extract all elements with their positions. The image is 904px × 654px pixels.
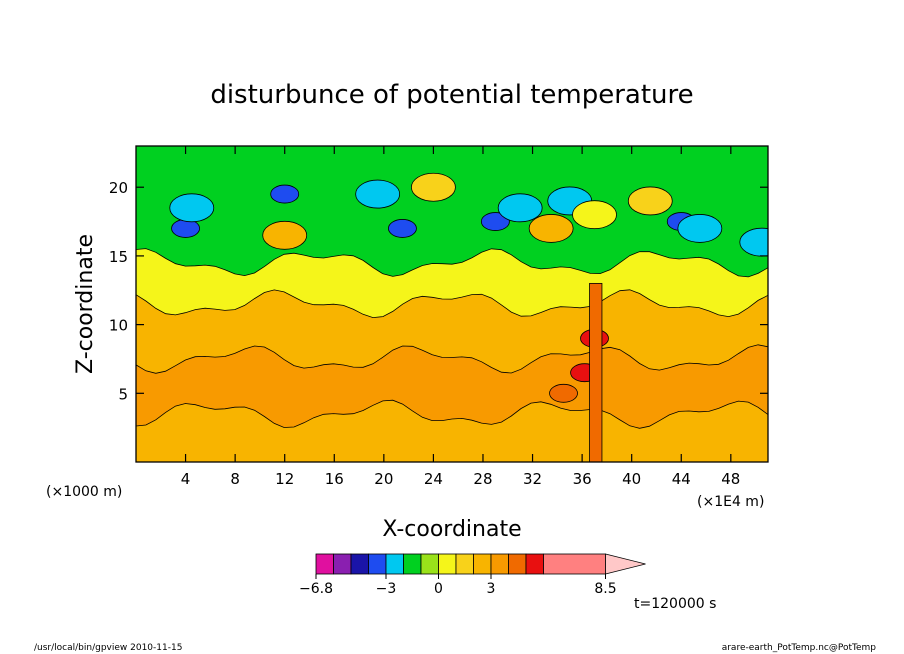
footer-right: arare-earth_PotTemp.nc@PotTemp — [722, 643, 877, 653]
x-tick-label: 20 — [374, 470, 393, 488]
x-tick-label: 24 — [424, 470, 443, 488]
colorbar-tick-label: 0 — [434, 581, 443, 597]
y-tick-label: 5 — [118, 385, 128, 403]
contour-band — [136, 399, 768, 462]
x-tick-label: 4 — [181, 470, 191, 488]
colorbar-swatch — [438, 553, 457, 575]
colorbar-swatch — [350, 553, 369, 575]
colorbar-tick-label: −6.8 — [299, 581, 333, 597]
colorbar-tick-label: 8.5 — [594, 581, 616, 597]
contour-feature — [572, 200, 617, 230]
contour-feature — [411, 172, 456, 202]
colorbar-tick-label: −3 — [376, 581, 397, 597]
contour-feature — [480, 212, 510, 231]
x-tick-label: 32 — [523, 470, 542, 488]
x-tick-label: 8 — [230, 470, 240, 488]
y-axis-label: Z-coordinate — [73, 234, 98, 374]
colorbar-swatch — [508, 553, 527, 575]
x-tick-label: 12 — [275, 470, 294, 488]
contour-feature — [169, 193, 215, 223]
chart-title: disturbunce of potential temperature — [210, 80, 693, 110]
contour-feature — [627, 186, 673, 216]
colorbar-swatch — [403, 553, 422, 575]
y-tick-label: 20 — [109, 179, 128, 197]
plume-core — [589, 282, 603, 462]
contour-feature — [677, 214, 723, 243]
colorbar: −6.8 −3 0 3 8.5 — [299, 553, 646, 597]
colorbar-swatch — [420, 553, 439, 575]
x-tick-label: 48 — [721, 470, 740, 488]
x-tick-label: 36 — [573, 470, 592, 488]
x-tick-label: 44 — [672, 470, 691, 488]
time-label: t=120000 s — [634, 596, 716, 612]
contour-feature — [388, 219, 417, 238]
colorbar-swatch — [543, 553, 606, 575]
contour-feature — [270, 184, 300, 204]
y-tick-label: 15 — [109, 248, 128, 266]
colorbar-swatch — [385, 553, 404, 575]
plot-area — [135, 145, 769, 463]
contour-feature — [739, 227, 768, 257]
colorbar-swatch — [490, 553, 509, 575]
contour-feature — [528, 214, 574, 243]
plot-frame — [135, 145, 769, 463]
colorbar-swatch — [315, 553, 334, 575]
x-axis-label: X-coordinate — [382, 517, 521, 542]
contour-feature — [497, 193, 543, 223]
colorbar-swatch — [455, 553, 474, 575]
y-tick-label: 10 — [109, 317, 128, 335]
colorbar-swatch — [333, 553, 352, 575]
colorbar-swatch — [473, 553, 492, 575]
contour-feature — [355, 179, 401, 209]
contour-feature — [549, 383, 578, 403]
colorbar-over-triangle — [605, 553, 646, 575]
colorbar-swatch — [368, 553, 387, 575]
x-unit-left: (×1000 m) — [46, 484, 122, 500]
colorbar-tick-label: 3 — [487, 581, 496, 597]
x-unit-right: (×1E4 m) — [697, 494, 764, 510]
contour-feature — [171, 219, 200, 238]
x-tick-label: 16 — [325, 470, 344, 488]
colorbar-swatch — [525, 553, 544, 575]
x-tick-label: 28 — [473, 470, 492, 488]
x-tick-label: 40 — [622, 470, 641, 488]
footer-left: /usr/local/bin/gpview 2010-11-15 — [34, 643, 182, 653]
contour-feature — [262, 220, 308, 250]
